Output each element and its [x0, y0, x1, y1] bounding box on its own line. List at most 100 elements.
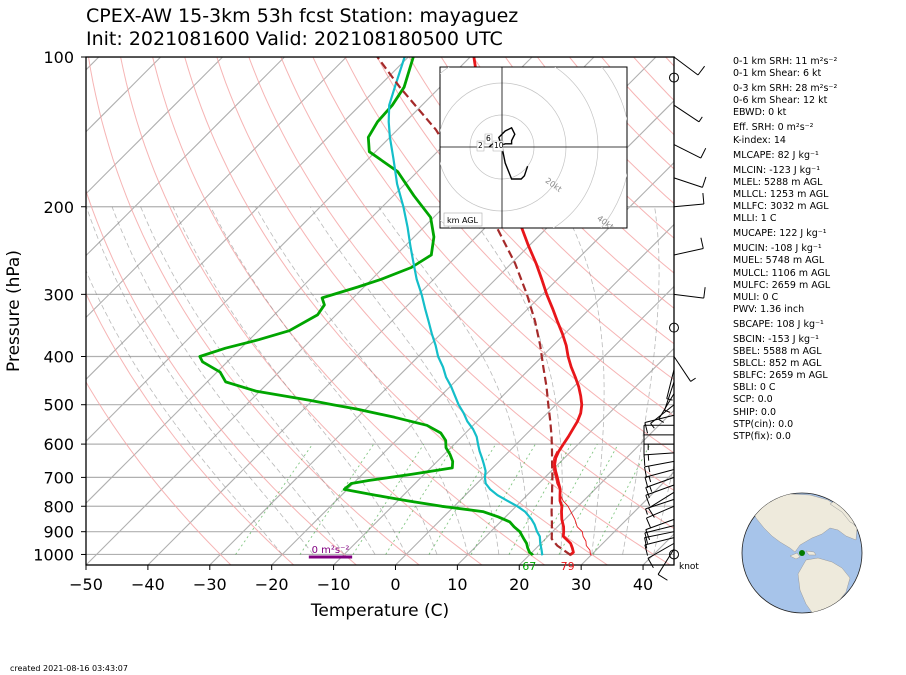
sounding-index: K-index: 14	[733, 134, 786, 146]
x-tick-label: 30	[571, 575, 591, 594]
wind-barb	[673, 287, 706, 299]
wind-barb	[643, 443, 674, 456]
wind-barb-calm	[669, 72, 679, 83]
isotherm-gridline	[209, 100, 674, 565]
sounding-index: Eff. SRH: 0 m²s⁻²	[733, 122, 814, 134]
sounding-index: MULCL: 1106 m AGL	[733, 267, 831, 279]
wind-barb	[648, 491, 675, 518]
dry-adiabat	[344, 57, 674, 417]
moist-adiabat	[463, 206, 563, 555]
y-tick-label: 300	[43, 285, 74, 304]
wind-barb-calm	[669, 549, 679, 560]
y-tick-label: 800	[43, 497, 74, 516]
sounding-index: SBLCL: 852 m AGL	[733, 358, 822, 370]
isotherm-gridline	[271, 161, 674, 565]
dry-adiabat	[86, 381, 232, 565]
isotherm-gridline	[86, 57, 347, 319]
sounding-index: SBLFC: 2659 m AGL	[733, 370, 828, 382]
isotherm-gridline	[86, 57, 285, 257]
sounding-index: EBWD: 0 kt	[733, 107, 787, 119]
parcel-profile	[376, 57, 572, 557]
wind-barb	[643, 452, 675, 466]
sounding-index: MUCIN: -108 J kg⁻¹	[733, 243, 822, 255]
wind-barb	[673, 144, 707, 159]
hodograph-height-label: 2	[478, 141, 483, 150]
wet-bulb-profile	[387, 57, 544, 556]
x-tick-label: 20	[509, 575, 529, 594]
sounding-index: STP(fix): 0.0	[733, 430, 791, 442]
x-tick-label: −50	[69, 575, 103, 594]
y-axis-label: Pressure (hPa)	[4, 250, 24, 372]
x-tick-label: 10	[447, 575, 467, 594]
mixing-ratio-line	[428, 443, 497, 555]
x-tick-label: 0	[390, 575, 400, 594]
moist-adiabat	[111, 206, 345, 555]
sounding-index: SBEL: 5588 m AGL	[733, 346, 822, 358]
sounding-index: MLLFC: 3032 m AGL	[733, 201, 829, 213]
wind-barb	[644, 414, 675, 434]
wind-barb	[644, 460, 675, 478]
dry-adiabat	[569, 57, 674, 170]
wind-barb	[657, 548, 675, 581]
chart-title-line1: CPEX-AW 15-3km 53h fcst Station: mayague…	[86, 5, 519, 27]
created-timestamp: created 2021-08-16 03:43:07	[10, 664, 128, 673]
sounding-index: SBCIN: -153 J kg⁻¹	[733, 333, 819, 345]
wind-barb	[673, 176, 707, 188]
wind-barb	[666, 369, 675, 401]
y-tick-label: 200	[43, 198, 74, 217]
hodograph-height-label: 6	[486, 134, 491, 143]
hodograph-frame	[439, 66, 628, 229]
dry-adiabat	[248, 57, 674, 530]
wind-barb	[645, 505, 675, 529]
mixing-ratio-line	[508, 443, 572, 555]
hodograph-ring-label: 60kt	[647, 251, 667, 269]
sounding-index: MULFC: 2659 m AGL	[733, 279, 831, 291]
sounding-index: 0-1 km SRH: 11 m²s⁻²	[733, 56, 838, 67]
isotherm-gridline	[86, 57, 162, 133]
sounding-index: 0-6 km Shear: 12 kt	[733, 95, 828, 107]
sounding-indices-panel: 0-1 km SRH: 11 m²s⁻² 0-1 km Shear: 6 kt 0-…	[733, 56, 837, 443]
wind-barb	[673, 56, 705, 76]
dewpoint-profile	[198, 57, 534, 556]
wind-barb	[673, 356, 696, 382]
wind-barb	[664, 381, 675, 413]
wind-barb	[673, 104, 703, 123]
station-marker	[799, 550, 805, 556]
mixing-ratio-line	[470, 443, 536, 555]
cin-bar-label: 0 m²s⁻²	[312, 545, 350, 556]
wind-barb	[645, 484, 675, 506]
dry-adiabat	[152, 57, 545, 565]
y-tick-label: 900	[43, 523, 74, 542]
sounding-index: STP(cin): 0.0	[733, 418, 794, 430]
y-tick-label: 1000	[33, 545, 74, 564]
moist-adiabat	[172, 206, 407, 555]
dry-adiabat	[312, 57, 674, 454]
y-tick-label: 700	[43, 468, 74, 487]
y-tick-label: 400	[43, 348, 74, 367]
dry-adiabat	[376, 57, 674, 381]
wind-barb	[673, 237, 704, 256]
sounding-index: PWV: 1.36 inch	[733, 303, 805, 315]
sounding-index: MLCIN: -123 J kg⁻¹	[733, 164, 821, 176]
sounding-index: 0-1 km Shear: 6 kt	[733, 68, 822, 80]
x-tick-label: −20	[255, 575, 289, 594]
moist-adiabat	[255, 206, 469, 555]
isotherm-gridline	[86, 57, 409, 381]
sounding-index: MULI: 0 C	[733, 291, 779, 303]
wind-barb	[643, 424, 674, 437]
x-tick-label: −40	[131, 575, 165, 594]
dry-adiabat	[280, 57, 674, 491]
y-tick-label: 100	[43, 48, 74, 67]
wind-barb	[643, 434, 674, 446]
moist-adiabat	[378, 206, 531, 555]
moist-adiabat	[622, 206, 660, 555]
surface-temperature-label: 79	[561, 560, 575, 573]
wind-barb	[673, 193, 705, 208]
x-tick-label: 40	[633, 575, 653, 594]
isotherm-gridline	[395, 285, 674, 565]
x-tick-label: −30	[193, 575, 227, 594]
y-tick-label: 600	[43, 435, 74, 454]
dry-adiabat	[86, 292, 295, 565]
wind-barb	[644, 531, 675, 549]
